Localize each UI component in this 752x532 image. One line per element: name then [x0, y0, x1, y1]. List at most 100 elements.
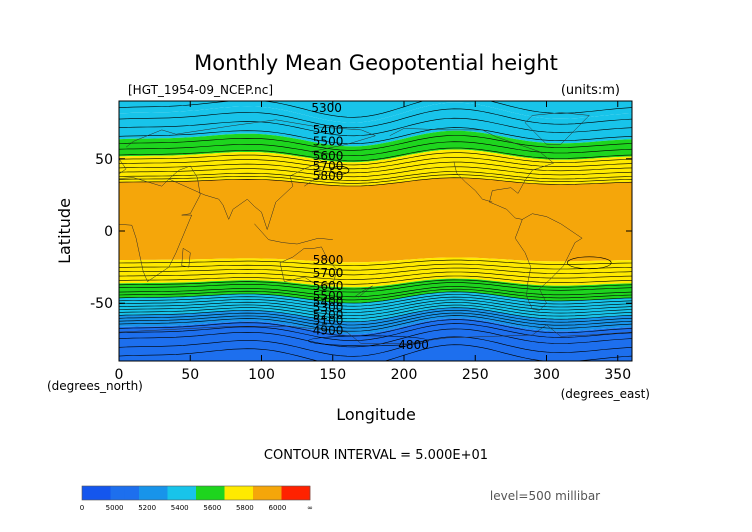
contour-line-14 [119, 259, 632, 266]
contour-line-30 [119, 310, 632, 326]
colorbar-swatch-12 [253, 486, 268, 500]
colorbar-label-4: 5600 [203, 504, 221, 512]
contour-lines [119, 101, 632, 361]
contour-line-31 [119, 312, 632, 329]
contour-loop [330, 165, 350, 175]
colorbar-swatch-10 [224, 486, 240, 500]
contour-line-27 [119, 302, 632, 316]
contour-line-19 [119, 279, 632, 290]
coastline-2 [279, 246, 338, 287]
contour-interval-label: CONTOUR INTERVAL = 5.000E+01 [264, 448, 488, 463]
x-tick-label-6: 300 [533, 367, 560, 383]
coastline-4 [389, 128, 555, 220]
contour-line-8 [119, 157, 632, 170]
contour-label-12: 5200 [313, 308, 344, 322]
colorbar-swatch-7 [181, 486, 197, 500]
contour-line-36 [119, 336, 632, 357]
contour-label-5: 5800 [313, 169, 344, 183]
x-tick-label-4: 200 [391, 367, 418, 383]
x-unit-label: (degrees_east) [561, 387, 650, 401]
contour-label-11: 5300 [313, 301, 344, 315]
contour-label-0: 5300 [311, 101, 342, 115]
x-tick-label-7: 350 [604, 367, 631, 383]
plot-area: 5300540055005600570058005800570056005500… [119, 101, 632, 361]
colorbar-swatch-3 [124, 486, 140, 500]
contour-line-24 [119, 294, 632, 307]
y-axis-ticks: 50 0 -50 [90, 152, 632, 312]
level-label: level=500 millibar [490, 489, 600, 503]
contour-loop [308, 335, 429, 347]
contour-line-6 [119, 147, 632, 162]
contour-label-8: 5600 [313, 279, 344, 293]
coastline-outlines [119, 112, 632, 344]
contour-label-15: 4800 [398, 338, 429, 352]
coastline-3 [254, 223, 333, 245]
coastline-0 [119, 158, 201, 282]
colorbar-swatch-5 [153, 486, 168, 500]
contour-line-2 [119, 117, 632, 137]
contour-line-25 [119, 296, 632, 310]
x-axis-label: Longitude [336, 405, 416, 424]
contour-line-35 [119, 328, 632, 348]
coastline-1 [125, 119, 377, 231]
contour-line-5 [119, 141, 632, 156]
coastline-9 [355, 285, 373, 298]
contour-line-12 [119, 174, 632, 184]
contour-line-37 [119, 344, 632, 361]
contour-label-2: 5500 [313, 134, 344, 148]
colorbar-label-5: 5800 [236, 504, 254, 512]
colorbar-swatch-9 [210, 486, 225, 500]
colorbar-label-3: 5400 [171, 504, 189, 512]
y-tick-label-2: -50 [90, 296, 113, 312]
contour-value-labels: 5300540055005600570058005800570056005500… [311, 101, 428, 352]
colorbar-label-7: ∞ [307, 504, 313, 512]
colorbar: 0 5000 5200 5400 5600 5800 6000 ∞ [80, 485, 313, 512]
x-tick-label-5: 250 [462, 367, 489, 383]
colorbar-swatch-15 [295, 486, 311, 500]
y-tick-label-1: 0 [104, 224, 113, 240]
contour-line-9 [119, 161, 632, 174]
contour-line-18 [119, 275, 632, 285]
color-band-1 [119, 102, 632, 147]
contour-loop [566, 256, 612, 270]
contour-line-13 [119, 177, 632, 187]
colorbar-swatch-11 [238, 486, 254, 500]
coastline-7 [524, 112, 590, 145]
contour-line-23 [119, 291, 632, 304]
x-tick-label-0: 0 [115, 367, 124, 383]
contour-label-1: 5400 [313, 123, 344, 137]
units-label: (units:m) [561, 83, 620, 98]
contour-line-34 [119, 323, 632, 341]
contour-label-10: 5400 [313, 295, 344, 309]
contour-line-32 [119, 315, 632, 332]
contour-label-4: 5700 [313, 159, 344, 173]
chart-title: Monthly Mean Geopotential height [194, 51, 558, 75]
colorbar-label-6: 6000 [269, 504, 287, 512]
colorbar-swatch-14 [281, 486, 297, 500]
contour-line-3 [119, 127, 632, 145]
colorbar-swatch-6 [167, 486, 183, 500]
coastline-8 [119, 324, 632, 344]
file-label: [HGT_1954-09_NCEP.nc] [128, 83, 273, 97]
colorbar-swatch-2 [110, 486, 126, 500]
color-band-9 [119, 318, 632, 361]
x-tick-label-1: 50 [181, 367, 199, 383]
color-band-2 [119, 130, 632, 163]
coastline-5 [514, 213, 583, 311]
contour-line-21 [119, 286, 632, 298]
contour-line-11 [119, 171, 632, 181]
contour-line-22 [119, 288, 632, 301]
contour-line-4 [119, 135, 632, 151]
colorbar-label-2: 5200 [138, 504, 156, 512]
coastline-11 [181, 248, 191, 268]
x-tick-label-3: 150 [319, 367, 346, 383]
contour-label-9: 5500 [313, 289, 344, 303]
contour-line-15 [119, 263, 632, 271]
color-band-8 [119, 307, 632, 335]
contour-label-6: 5800 [313, 253, 344, 267]
coastline-6 [453, 161, 493, 203]
y-unit-label: (degrees_north) [47, 379, 143, 393]
coastline-10 [304, 167, 321, 187]
colorbar-swatch-13 [267, 486, 282, 500]
